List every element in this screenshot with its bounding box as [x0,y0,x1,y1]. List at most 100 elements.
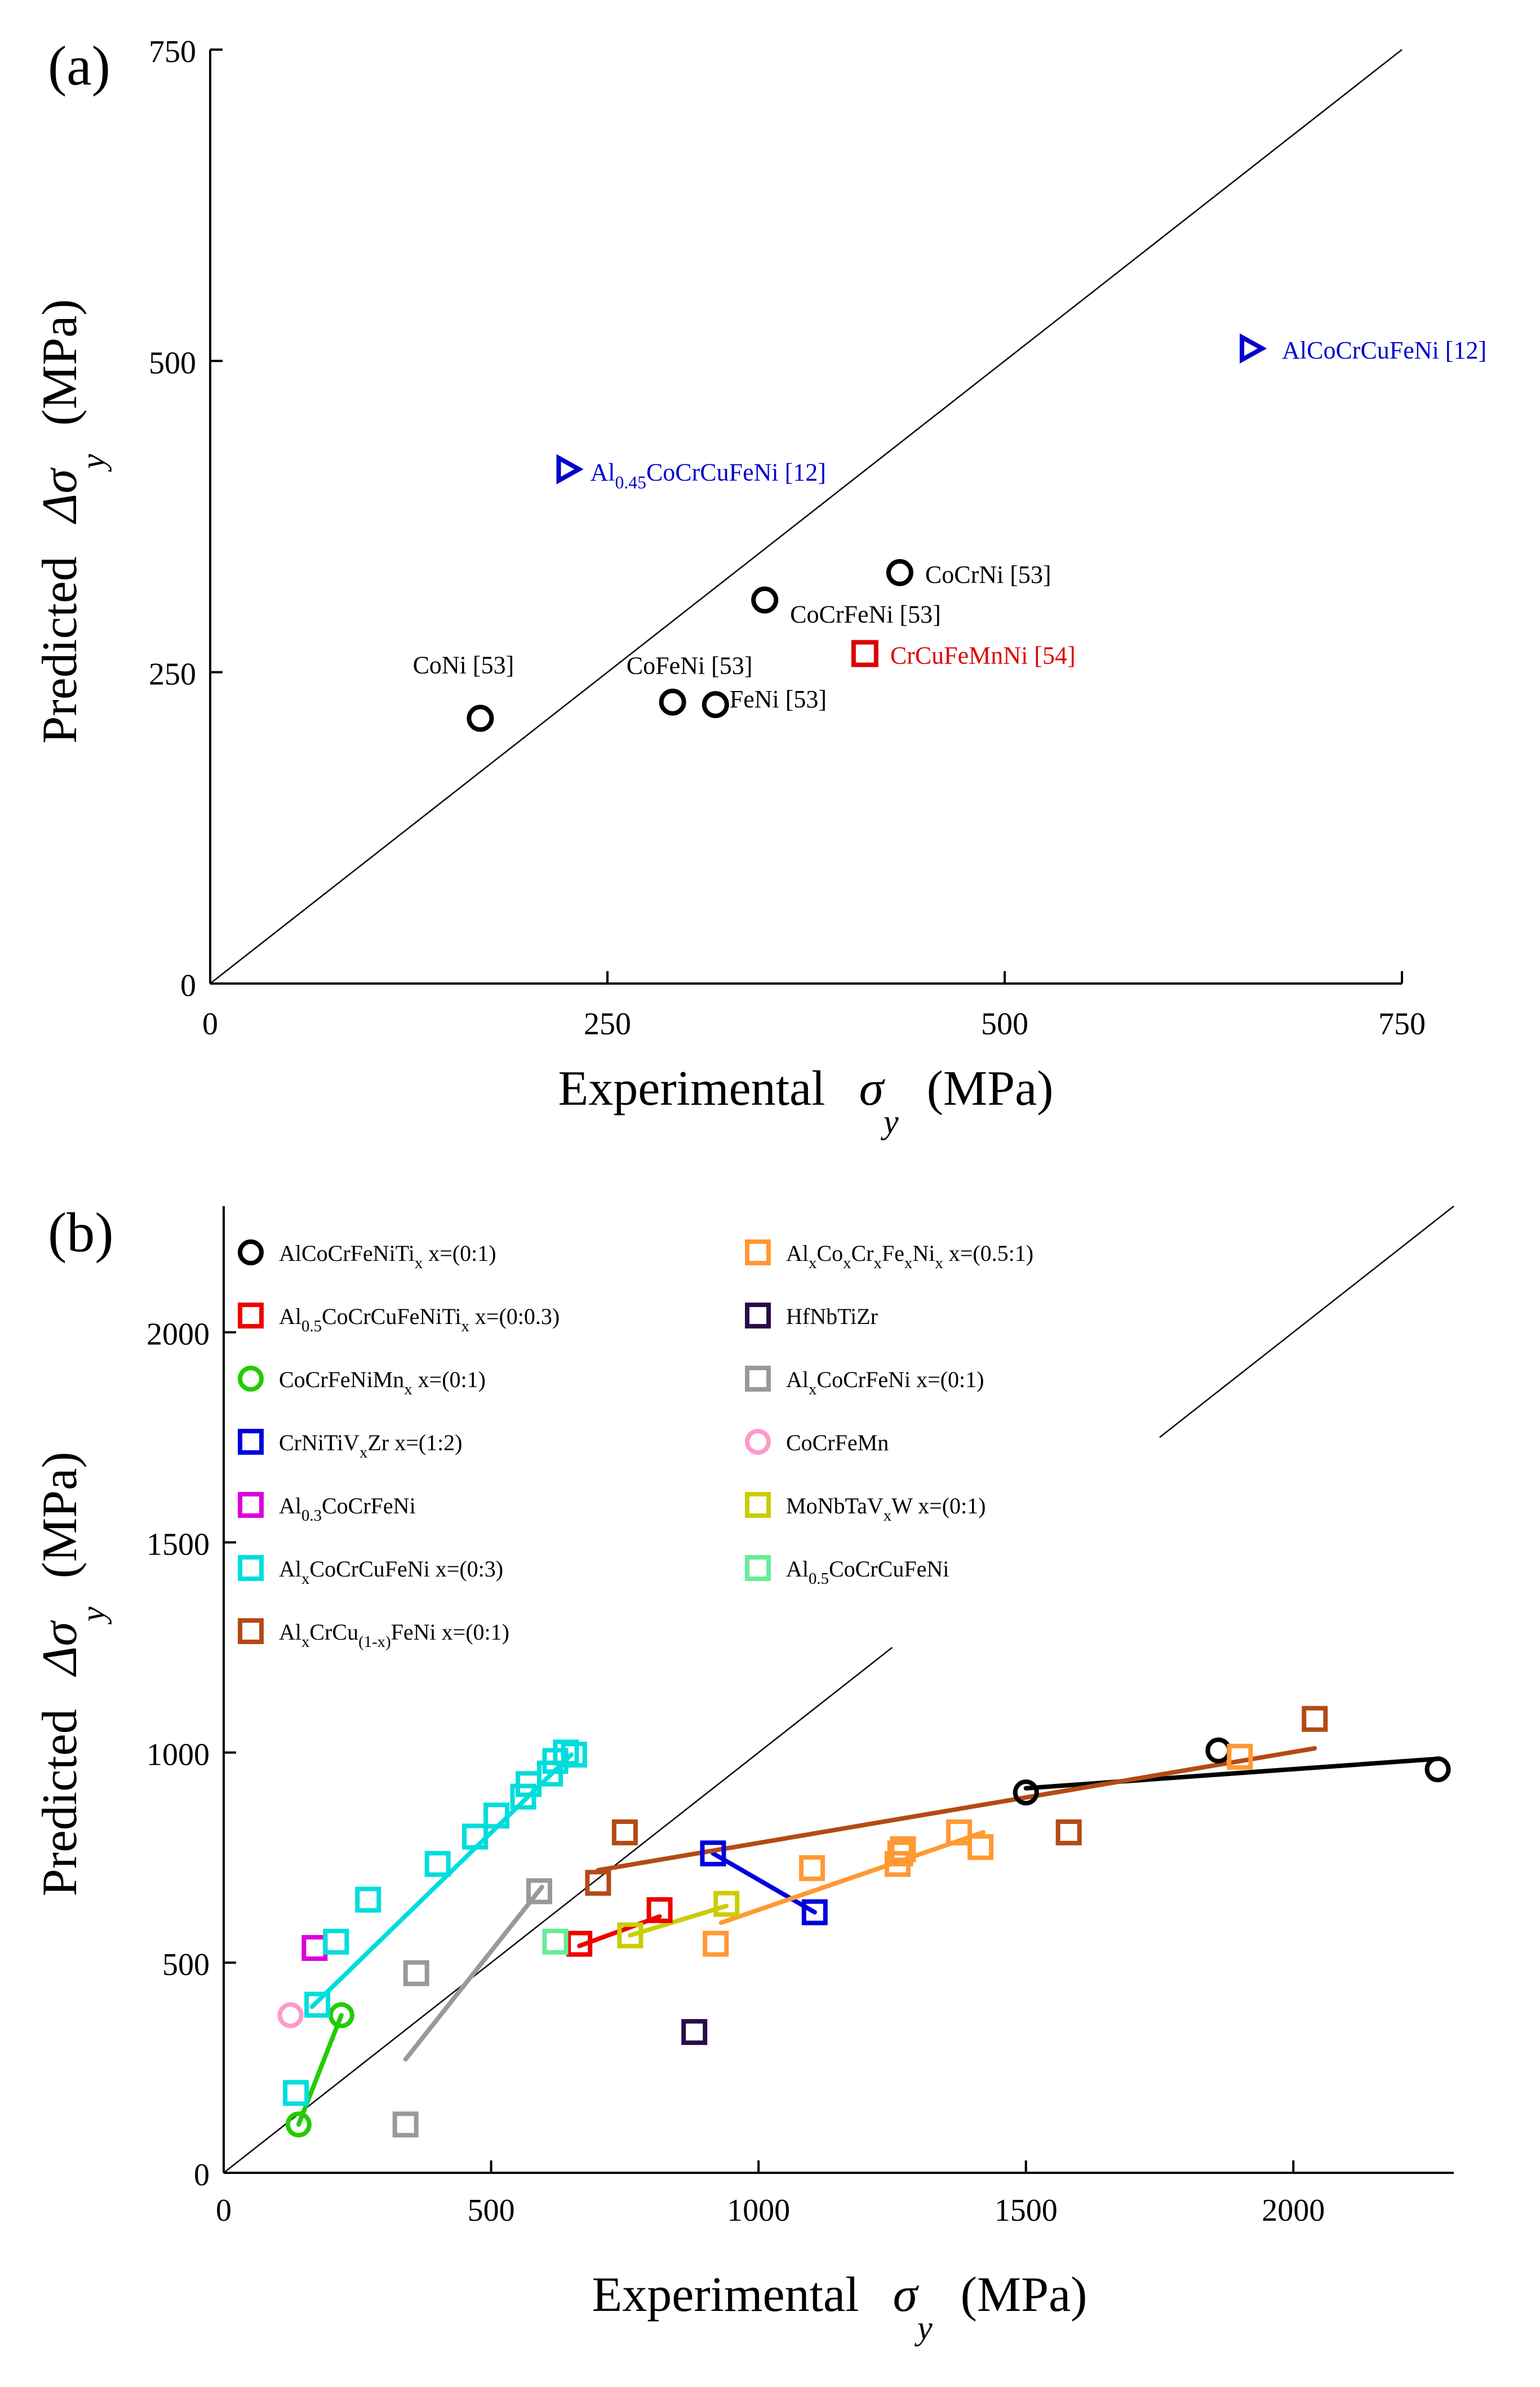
legend-entry-text: CoCrFeMn [786,1430,889,1455]
data-point-square [713,1890,740,1917]
legend-entry-text: x [935,1254,943,1272]
point-label: Al0.45​CoCrCuFeNi [12] [591,459,826,493]
data-point-circle [277,2002,304,2029]
data-point-square [526,1878,552,1905]
data-point-square [681,2019,708,2045]
data-point-square [462,1823,489,1850]
legend-entry-text: Zr x=(1:2) [367,1430,462,1455]
legend-entry: Al0.5​CoCrCuFeNiTix​ x=(0:0.3) [279,1304,560,1335]
data-point-circle [659,688,686,716]
legend-entry-text: x [301,1633,310,1651]
legend-entry: MoNbTaVx​W x=(0:1) [786,1493,986,1525]
y-axis-unit: (MPa) [33,299,87,426]
legend-entry: Alx​CoCrCuFeNi x=(0:3) [279,1556,503,1588]
legend-entry: CoCrFeNiMnx​ x=(0:1) [279,1367,486,1398]
series-fit-line [596,1746,1317,1873]
data-point-square [617,1922,643,1948]
x-axis-unit: (MPa) [961,2268,1088,2322]
data-point-triangle-right [1240,333,1267,364]
legend-entry-text: x [904,1254,913,1272]
legend-entry-text: x [809,1380,817,1398]
legend-marker-square [238,1492,264,1518]
legend-marker-square [745,1492,771,1518]
legend-entry-text: CoCrCuFeNiTi [322,1304,461,1329]
legend-marker-square [745,1555,771,1581]
legend-entry-text: x [809,1254,817,1272]
y-tick-label: 0 [180,968,196,1003]
legend-entry-text: x=(0:1) [412,1367,486,1392]
legend: AlCoCrFeNiTix​ x=(0:1) Al0.5​CoCrCuFeNiTi… [238,1239,1033,1651]
point-label-text: CoNi [53] [413,651,514,679]
panel-label-a: (a) [48,34,110,97]
legend-entry-text: Al [279,1556,301,1582]
data-point-square [890,1836,916,1862]
data-point-square [304,1991,331,2018]
legend-marker-square [238,1429,264,1455]
legend-entry-text: HfNbTiZr [786,1304,878,1329]
point-label: CoNi [53] [413,651,514,679]
legend-entry-text: AlCoCrFeNiTi [279,1241,415,1266]
data-point-square [283,2080,309,2106]
legend-entry-text: 0.3 [301,1507,322,1525]
legend-entry-text: W x=(0:1) [891,1493,986,1518]
legend-entry-text: Al [279,1493,301,1518]
legend-entry-text: Al [279,1304,301,1329]
x-axis-sub: y [880,1103,899,1140]
y-axis-label: Predicted Δσy (MPa) [33,299,112,744]
legend-entry-text: x [415,1254,423,1272]
legend-entry: Alx​CoCrFeNi x=(0:1) [786,1367,984,1398]
data-point-circle [1205,1737,1232,1764]
series-fit-line [628,1903,729,1938]
identity-line [210,49,1403,984]
x-axis-label: Experimental σy (MPa) [558,1061,1054,1140]
data-point-circle [702,691,729,719]
legend-entry-text: CoCrCuFeNi [829,1556,949,1582]
data-point-square [1227,1743,1253,1770]
identity-line [1159,1206,1454,1438]
legend-entry-text: x [461,1317,470,1335]
legend-entry-text: x=(0:1) [423,1241,496,1266]
data-point-square [323,1928,349,1955]
legend-entry-text: x [843,1254,851,1272]
x-tick-label: 0 [216,2193,232,2228]
legend-entry-text: 0.5 [809,1570,829,1588]
legend-entry-text: x=(0.5:1) [943,1241,1033,1266]
y-axis-sub: y [74,454,112,472]
panel-label-b: (b) [48,1201,114,1264]
point-label: CoCrFeNi [53] [790,601,941,628]
legend-entry-text: CoCrFeNi [322,1493,416,1518]
data-point-square [355,1886,381,1913]
legend-marker-square [238,1555,264,1581]
data-point-circle [886,559,913,586]
data-point-square [561,1742,587,1768]
x-tick-label: 2000 [1262,2193,1325,2228]
point-label-text: FeNi [53] [730,685,827,713]
data-point-circle [1013,1779,1039,1806]
data-point-circle [751,586,779,614]
point-label: CoCrNi [53] [925,561,1051,588]
data-point-square [887,1840,913,1867]
y-axis-label-word: Predicted [33,556,87,743]
legend-entry-text: Al [786,1241,809,1266]
legend-entry: Alx​CrCu(1-x)​FeNi x=(0:1) [279,1619,509,1651]
point-label-text: Al [591,459,615,486]
legend-entry-text: x [884,1507,892,1525]
legend-entry: CrNiTiVx​Zr x=(1:2) [279,1430,463,1462]
x-tick-label: 1000 [727,2193,790,2228]
data-point-square [700,1840,726,1867]
panel-b: (b)0 500 1000 1500 20000500100015002000AlCoC… [33,1201,1454,2346]
legend-entry-text: (1-x) [358,1633,391,1651]
y-axis-unit: (MPa) [33,1452,87,1579]
x-tick-label: 1500 [995,2193,1058,2228]
legend-marker-square [745,1303,771,1328]
series-fit-line [296,2013,344,2127]
legend-entry-text: Al [786,1556,809,1582]
y-tick-label: 0 [194,2158,210,2193]
legend-entry-text: Co [816,1241,843,1266]
data-point-circle [328,2002,354,2029]
x-tick-label: 750 [1378,1007,1426,1042]
legend-entry: CoCrFeMn [786,1430,889,1455]
y-tick-label: 500 [149,346,196,380]
series-fit-line [711,1851,817,1915]
legend-entry-text: Al [786,1367,809,1392]
